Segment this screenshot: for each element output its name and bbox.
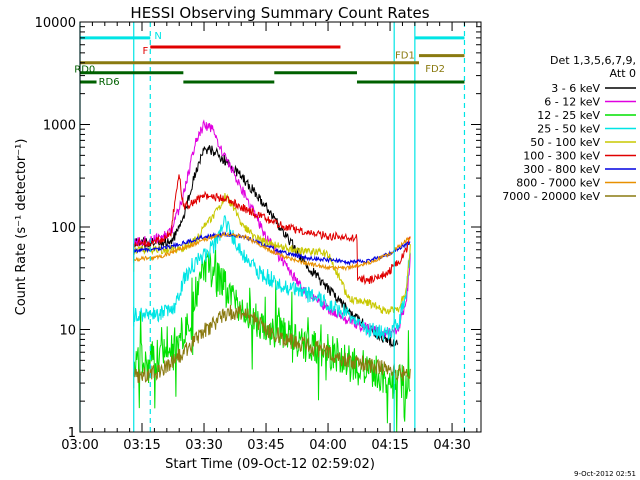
- legend-label-12-25-kev: 12 - 25 keV: [537, 109, 600, 122]
- x-tick-label-6: 04:15: [371, 438, 408, 453]
- flag-label-f: F: [142, 46, 148, 57]
- flag-label-rd0: RD0: [74, 65, 95, 76]
- x-tick-label-2: 03:15: [123, 438, 160, 453]
- legend-label-7000-20000-kev: 7000 - 20000 keV: [502, 190, 600, 203]
- y-tick-label-4: 1000: [43, 119, 76, 134]
- flag-bar-layer: NF FD1 FD2 RD0 RD6: [74, 31, 465, 88]
- x-tick-label-4: 03:45: [247, 438, 284, 453]
- series-line-300-800-kev: [133, 231, 411, 267]
- flag-label-rd6: RD6: [99, 77, 120, 88]
- y-axis-label: Count Rate (s⁻¹ detector⁻¹): [14, 139, 29, 316]
- x-tick-label-5: 04:00: [309, 438, 346, 453]
- series-line-3-6-kev: [133, 145, 399, 348]
- flag-label-fd2: FD2: [425, 64, 445, 75]
- x-tick-label-7: 04:30: [433, 438, 470, 453]
- flag-label-fd1: FD1: [395, 51, 415, 62]
- legend-label-6-12-kev: 6 - 12 keV: [544, 96, 600, 109]
- flag-label-n: N: [154, 31, 161, 42]
- plot-timestamp: 9-Oct-2012 02:51: [574, 470, 636, 478]
- legend-header-line2: Att 0: [610, 67, 636, 80]
- legend-header-line1: Det 1,3,5,6,7,9,: [550, 54, 636, 67]
- series-line-7000-20000-kev: [133, 304, 411, 389]
- series-line-25-50-kev: [133, 214, 411, 342]
- x-tick-label-1: 03:00: [61, 438, 98, 453]
- y-tick-label-1: 1: [68, 426, 76, 441]
- legend-label-800-7000-kev: 800 - 7000 keV: [516, 177, 600, 190]
- chart-title: HESSI Observing Summary Count Rates: [130, 4, 429, 22]
- y-tick-label-5: 10000: [35, 16, 76, 31]
- series-line-12-25-kev: [133, 249, 411, 433]
- series-layer: [133, 119, 411, 433]
- series-line-100-300-kev: [133, 174, 411, 286]
- legend-label-100-300-kev: 100 - 300 keV: [523, 150, 600, 163]
- y-tick-label-2: 10: [59, 324, 76, 339]
- x-tick-label-3: 03:30: [185, 438, 222, 453]
- axes-layer: 03:00 03:15 03:30 03:45 04:00 04:15 04:30 1 10 10…: [35, 16, 482, 453]
- x-axis-label: Start Time (09-Oct-12 02:59:02): [165, 457, 375, 472]
- legend-label-3-6-kev: 3 - 6 keV: [551, 82, 600, 95]
- legend-label-25-50-kev: 25 - 50 keV: [537, 123, 600, 136]
- series-line-800-7000-kev: [133, 231, 411, 272]
- legend-label-50-100-kev: 50 - 100 keV: [530, 136, 600, 149]
- y-tick-label-3: 100: [51, 221, 76, 236]
- legend-label-300-800-kev: 300 - 800 keV: [523, 163, 600, 176]
